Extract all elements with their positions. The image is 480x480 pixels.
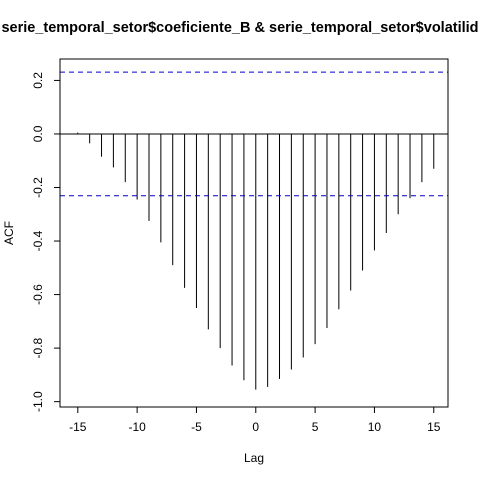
chart-title: serie_temporal_setor$coeficiente_B & ser… [1, 20, 478, 36]
x-tick-label: -5 [191, 420, 202, 434]
y-tick-label: -0.4 [31, 230, 45, 251]
x-axis-label: Lag [244, 451, 264, 465]
x-tick-label: 15 [427, 420, 441, 434]
y-tick-label: -0.6 [31, 284, 45, 305]
x-tick-label: -10 [128, 420, 146, 434]
y-tick-label: 0.2 [31, 72, 45, 89]
y-tick-label: -1.0 [31, 391, 45, 412]
plot-frame [59, 58, 449, 408]
x-axis: -15 -10 -5 0 5 10 15 [69, 407, 441, 434]
y-axis: -1.0 -0.8 -0.6 -0.4 -0.2 0.0 0.2 [31, 72, 60, 412]
bars-layer [77, 132, 435, 390]
y-tick-label: -0.2 [31, 177, 45, 198]
x-tick-label: -15 [69, 420, 87, 434]
y-tick-label: -0.8 [31, 337, 45, 358]
x-tick-label: 0 [252, 420, 259, 434]
confidence-bounds [60, 71, 448, 197]
y-tick-label: 0.0 [31, 125, 45, 142]
x-tick-label: 10 [368, 420, 382, 434]
x-tick-label: 5 [312, 420, 319, 434]
y-axis-label: ACF [2, 221, 16, 245]
